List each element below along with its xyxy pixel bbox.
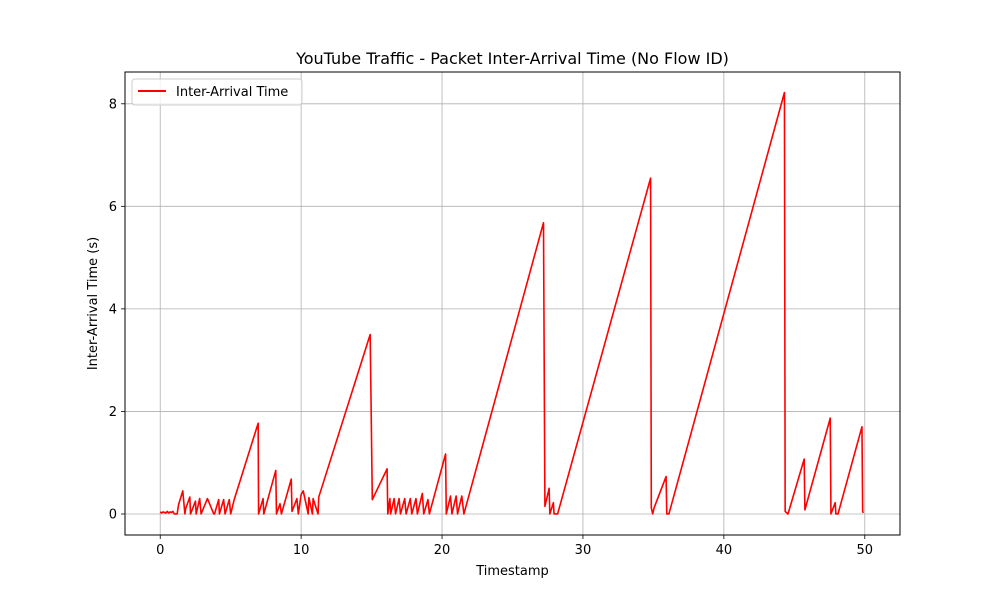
legend-box (131, 78, 303, 106)
y-tick-label: 4 (109, 302, 117, 317)
chart-title: YouTube Traffic - Packet Inter-Arrival T… (295, 49, 729, 68)
x-tick-label: 0 (156, 543, 164, 558)
y-tick-label: 0 (109, 507, 117, 522)
legend-label: Inter-Arrival Time (176, 85, 288, 100)
series-line-inter-arrival-time (159, 91, 865, 515)
x-tick-label: 40 (716, 543, 733, 558)
x-tick-label: 20 (434, 543, 451, 558)
x-tick-label: 30 (575, 543, 592, 558)
plot-frame (124, 71, 901, 536)
y-tick-label: 8 (109, 97, 117, 112)
grid-layer (125, 72, 900, 535)
legend: Inter-Arrival Time (131, 78, 303, 106)
y-tick-label: 6 (109, 200, 117, 215)
y-axis-label: Inter-Arrival Time (s) (86, 237, 101, 370)
ticks-layer: 0 10 20 30 40 50 0 2 4 6 8 (109, 97, 873, 558)
x-tick-label: 50 (856, 543, 873, 558)
x-tick-label: 10 (293, 543, 310, 558)
x-axis-label: Timestamp (475, 564, 549, 579)
series-layer (159, 91, 865, 515)
y-tick-label: 2 (109, 405, 117, 420)
